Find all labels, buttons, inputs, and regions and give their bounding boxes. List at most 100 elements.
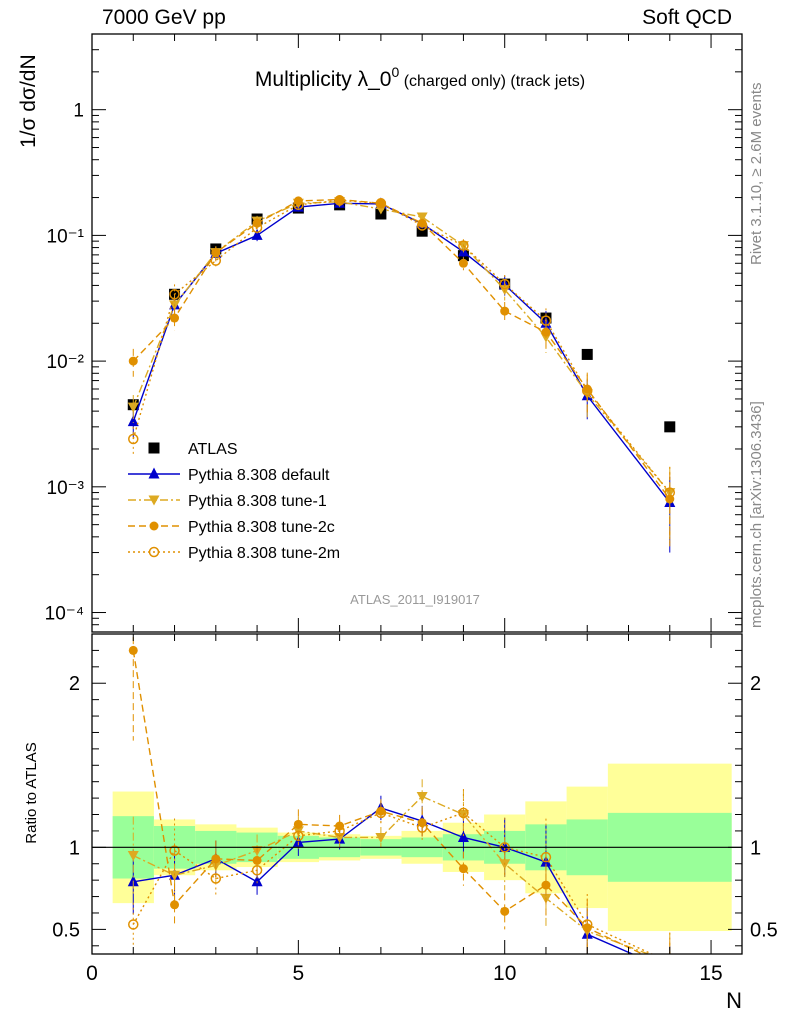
legend-marker: [148, 467, 160, 479]
ratio-point: [416, 822, 428, 833]
data-point: [170, 313, 180, 323]
data-point: [169, 289, 180, 300]
ratio-point: [665, 958, 674, 967]
data-point: [127, 402, 139, 413]
ratio-point: [127, 851, 139, 862]
series-line: [132, 199, 671, 494]
legend-entry-3: Pythia 8.308 tune-2c: [128, 519, 335, 536]
data-point: [335, 194, 345, 204]
y-tick-label: 10⁻²: [47, 352, 85, 373]
data-point: [540, 315, 552, 326]
header-left-label: 7000 GeV pp: [102, 6, 226, 29]
x-tick-label: 0: [86, 962, 98, 985]
ratio-point: [664, 958, 675, 968]
data-point: [127, 415, 139, 427]
x-axis-label: N: [726, 988, 742, 1013]
mcplots-side-label: mcplots.cern.ch [arXiv:1306.3436]: [748, 401, 765, 628]
legend-marker: [148, 546, 160, 558]
ratio-series-3: [128, 789, 674, 967]
data-point: [458, 258, 468, 268]
data-point: [128, 433, 139, 445]
ratio-point: [665, 963, 674, 972]
analysis-label: ATLAS_2011_I919017: [350, 592, 480, 607]
legend: ATLAS Pythia 8.308 default Pythia 8.308 tu…: [128, 441, 340, 562]
ratio-point: [128, 645, 138, 655]
ratio-tick-label-right: 1: [750, 837, 761, 859]
y-tick-label: 1: [73, 101, 84, 122]
legend-entry-0: ATLAS: [148, 441, 238, 458]
series-3: [128, 194, 675, 550]
chart-title: Multiplicity λ_00 (charged only) (track …: [255, 64, 585, 91]
x-tick-label: 10: [493, 962, 516, 985]
ratio-point: [128, 919, 139, 930]
data-point: [581, 385, 593, 397]
ratio-frame: [91, 633, 743, 955]
ratio-point: [540, 851, 552, 863]
ratio-series-2: [128, 634, 674, 972]
ratio-point: [251, 865, 263, 876]
legend-label: Pythia 8.308 tune-2c: [188, 519, 335, 536]
data-point: [581, 348, 593, 360]
ratio-axis-label: Ratio to ATLAS: [23, 742, 40, 843]
ratio-point: [375, 832, 387, 843]
legend-marker: [148, 442, 160, 454]
main-series-group: [127, 194, 676, 553]
legend-entry-2: Pythia 8.308 tune-1: [128, 493, 327, 510]
chart-title-sup: 0: [391, 64, 399, 80]
ratio-tick-label-left: 1: [69, 837, 80, 859]
data-point: [541, 327, 551, 337]
ratio-point: [581, 919, 593, 930]
legend-label: Pythia 8.308 tune-1: [188, 493, 327, 510]
data-point: [500, 306, 510, 316]
ratio-point: [292, 835, 304, 847]
data-point: [251, 228, 263, 240]
y-tick-label: 10⁻⁴: [45, 604, 84, 625]
data-point: [664, 421, 676, 433]
data-point: [416, 220, 428, 231]
legend-marker: [149, 521, 159, 531]
ratio-point: [293, 819, 303, 829]
x-tick-label: 15: [699, 962, 722, 985]
ratio-tick-label-left: 2: [69, 673, 80, 695]
data-point: [664, 487, 676, 498]
data-point: [334, 195, 345, 206]
ratio-series-group: [127, 634, 675, 972]
y-axis-label: 1/σ dσ/dN: [17, 54, 40, 148]
legend-label: Pythia 8.308 default: [188, 467, 330, 484]
main-frame: [91, 33, 743, 633]
ratio-point: [458, 807, 469, 819]
ratio-point: [500, 906, 510, 916]
ratio-point: [169, 845, 180, 856]
legend-marker: [148, 495, 160, 506]
ratio-point: [251, 875, 263, 887]
ratio-point: [211, 854, 221, 864]
x-tick-label: 5: [293, 962, 305, 985]
header-right-label: Soft QCD: [642, 6, 732, 29]
data-point: [128, 356, 138, 366]
ratio-point: [293, 830, 304, 842]
ratio-point: [499, 840, 511, 852]
data-point: [375, 198, 387, 209]
y-tick-label: 10⁻¹: [47, 226, 85, 247]
data-point: [416, 225, 428, 237]
ratio-point: [334, 825, 345, 837]
data-point: [293, 199, 304, 211]
legend-label: Pythia 8.308 tune-2m: [188, 545, 340, 562]
data-point: [499, 278, 510, 290]
ratio-point: [334, 832, 346, 843]
data-point: [416, 212, 428, 223]
ratio-point: [210, 873, 222, 884]
legend-label: ATLAS: [188, 441, 238, 458]
ratio-point: [375, 807, 387, 819]
ratio-point: [416, 791, 428, 802]
axes-group: 0 5 10 15 10⁻⁴ 10⁻³ 10⁻² 10⁻¹ 1 0.5 0.5 1 1 2 2: [45, 33, 778, 985]
ratio-point: [582, 923, 592, 933]
y-tick-label: 10⁻³: [47, 478, 85, 499]
chart-title-main: Multiplicity λ_0: [255, 68, 392, 91]
ratio-point: [458, 864, 468, 874]
rivet-side-label: Rivet 3.1.10, ≥ 2.6M events: [748, 83, 765, 266]
data-point: [251, 222, 263, 234]
ratio-tick-label-right: 2: [750, 673, 761, 695]
series-4: [128, 195, 676, 543]
